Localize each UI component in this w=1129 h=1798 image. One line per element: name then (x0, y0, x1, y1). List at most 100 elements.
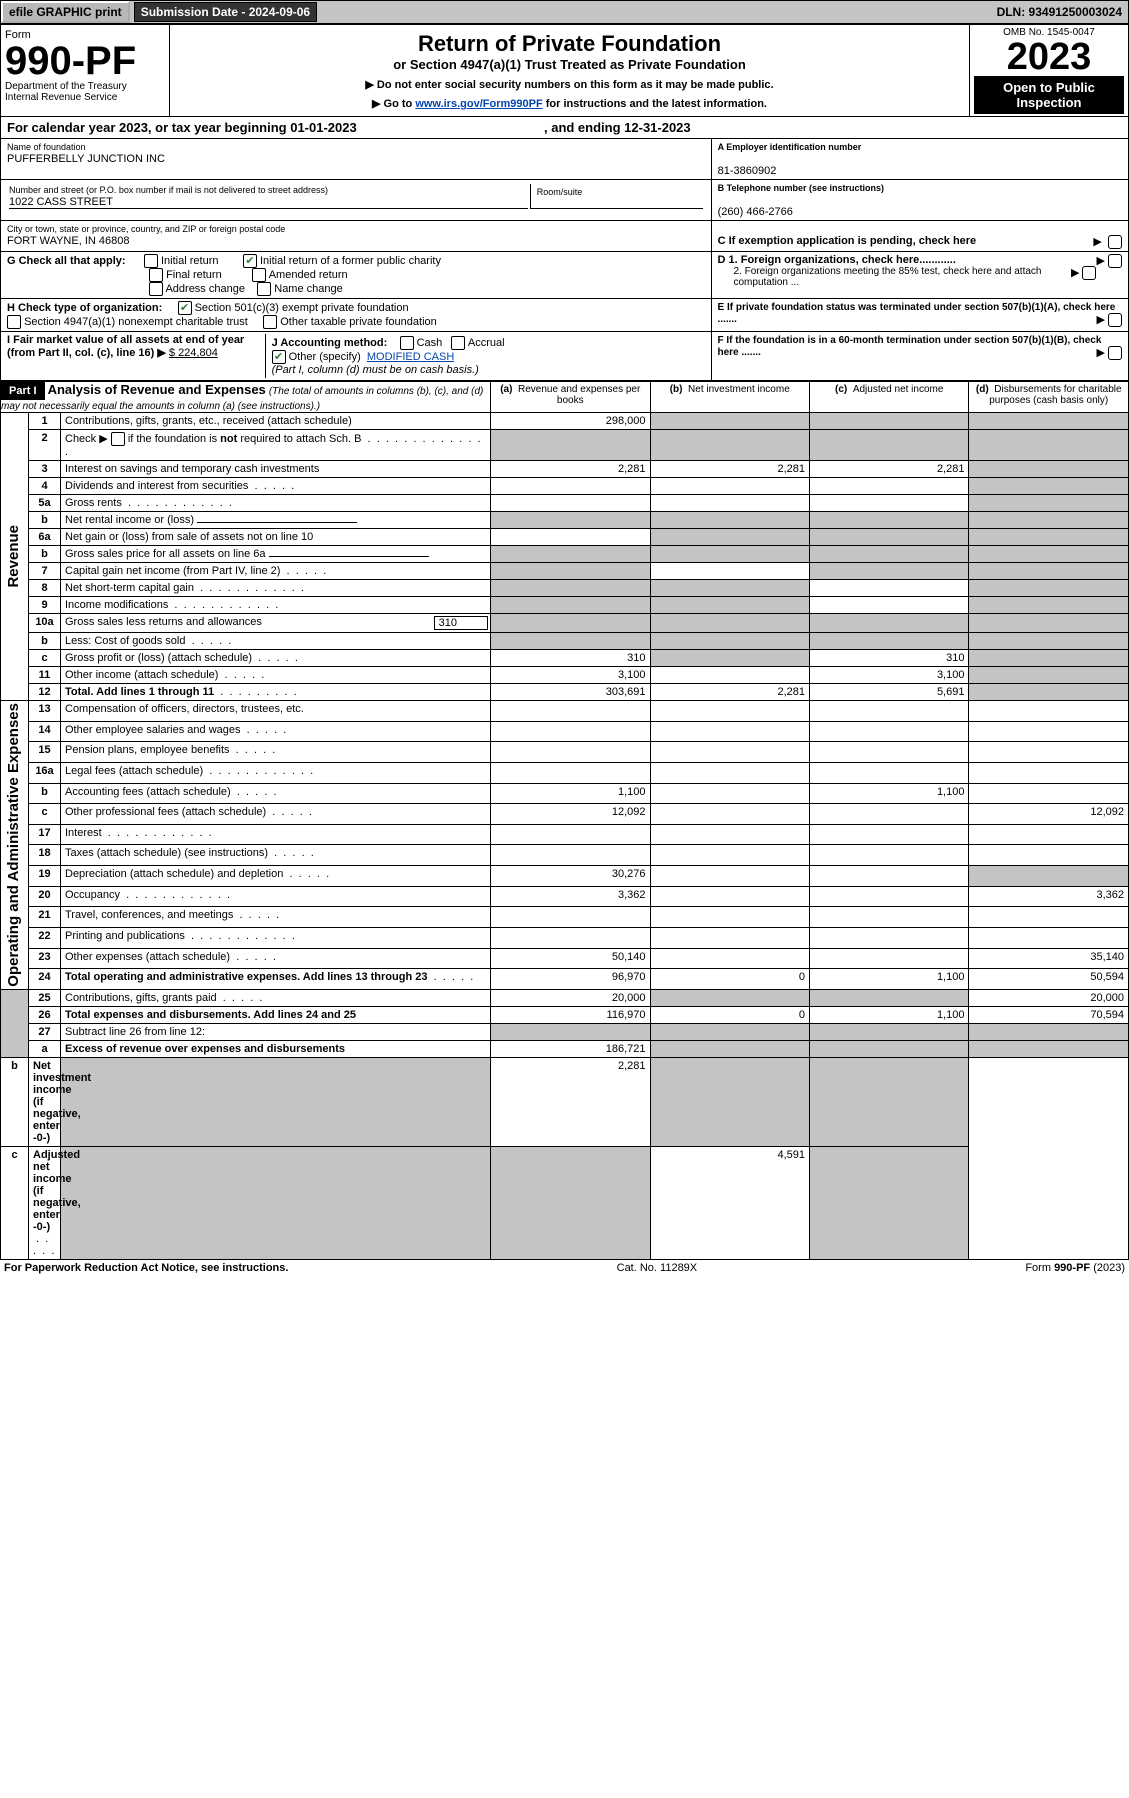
table-row: 22Printing and publications . . . . . . … (1, 927, 1129, 948)
table-row: bAccounting fees (attach schedule) . . .… (1, 783, 1129, 804)
amount-cell (650, 597, 809, 614)
amount-cell: 310 (809, 650, 968, 667)
table-row: 6aNet gain or (loss) from sale of assets… (1, 529, 1129, 546)
line-description: Travel, conferences, and meetings . . . … (61, 907, 491, 928)
g-label: G Check all that apply: (7, 255, 126, 267)
f-label: F If the foundation is in a 60-month ter… (718, 335, 1102, 358)
c-checkbox[interactable] (1108, 235, 1122, 249)
irs-link[interactable]: www.irs.gov/Form990PF (415, 98, 542, 110)
f-checkbox[interactable] (1108, 346, 1122, 360)
line-description: Other income (attach schedule) . . . . . (61, 667, 491, 684)
amount-cell (650, 948, 809, 969)
j-label: J Accounting method: (272, 337, 388, 349)
amount-cell (809, 804, 968, 825)
h-4947-label: Section 4947(a)(1) nonexempt charitable … (24, 316, 248, 328)
g-amended-checkbox[interactable] (252, 268, 266, 282)
amount-cell (969, 512, 1129, 529)
amount-cell (809, 845, 968, 866)
j-specify[interactable]: MODIFIED CASH (367, 351, 454, 363)
revenue-section-label: Revenue (1, 413, 29, 701)
amount-cell: 70,594 (969, 1006, 1129, 1023)
department: Department of the Treasury Internal Reve… (5, 81, 165, 103)
amount-cell (809, 948, 968, 969)
h-501c3-checkbox[interactable] (178, 301, 192, 315)
j-other-checkbox[interactable] (272, 350, 286, 364)
table-row: 7Capital gain net income (from Part IV, … (1, 563, 1129, 580)
amount-cell (650, 495, 809, 512)
g-final-checkbox[interactable] (149, 268, 163, 282)
amount-cell (969, 866, 1129, 887)
header-note-2: ▶ Go to www.irs.gov/Form990PF for instru… (180, 97, 959, 110)
efile-print-button[interactable]: efile GRAPHIC print (1, 1, 130, 23)
line-description: Net investment income (if negative, ente… (29, 1057, 61, 1146)
amount-cell (650, 763, 809, 784)
page-footer: For Paperwork Reduction Act Notice, see … (0, 1260, 1129, 1276)
amount-cell (650, 721, 809, 742)
amount-cell (650, 650, 809, 667)
g-initial-checkbox[interactable] (144, 254, 158, 268)
table-row: 12Total. Add lines 1 through 11 . . . . … (1, 684, 1129, 701)
h-4947-checkbox[interactable] (7, 315, 21, 329)
line-description: Income modifications . . . . . . . . . .… (61, 597, 491, 614)
amount-cell (650, 667, 809, 684)
addr-label: Number and street (or P.O. box number if… (9, 185, 328, 195)
e-checkbox[interactable] (1108, 313, 1122, 327)
amount-cell (809, 563, 968, 580)
j-cash-checkbox[interactable] (400, 336, 414, 350)
amount-cell (969, 478, 1129, 495)
amount-cell (809, 495, 968, 512)
line-description: Dividends and interest from securities .… (61, 478, 491, 495)
amount-cell: 3,362 (491, 886, 650, 907)
line-number: b (29, 783, 61, 804)
amount-cell (650, 413, 809, 430)
amount-cell: 30,276 (491, 866, 650, 887)
table-row: 16aLegal fees (attach schedule) . . . . … (1, 763, 1129, 784)
amount-cell: 4,591 (650, 1146, 809, 1259)
g-name-checkbox[interactable] (257, 282, 271, 296)
d2-checkbox[interactable] (1082, 266, 1096, 280)
amount-cell (491, 614, 650, 633)
amount-cell (809, 580, 968, 597)
amount-cell (809, 763, 968, 784)
j-accrual-checkbox[interactable] (451, 336, 465, 350)
amount-cell (491, 633, 650, 650)
line-number: b (29, 546, 61, 563)
table-row: bNet rental income or (loss) (1, 512, 1129, 529)
col-a: (a) (500, 384, 512, 395)
note2-pre: ▶ Go to (372, 98, 415, 110)
h-other-checkbox[interactable] (263, 315, 277, 329)
table-row: 8Net short-term capital gain . . . . . .… (1, 580, 1129, 597)
line-number: b (29, 633, 61, 650)
line-number: c (29, 804, 61, 825)
amount-cell: 2,281 (491, 1057, 650, 1146)
table-row: 3Interest on savings and temporary cash … (1, 461, 1129, 478)
amount-cell (650, 783, 809, 804)
table-row: 2Check ▶ if the foundation is not requir… (1, 430, 1129, 461)
amount-cell (809, 721, 968, 742)
foundation-name: PUFFERBELLY JUNCTION INC (7, 153, 165, 165)
d1-label: D 1. Foreign organizations, check here..… (718, 254, 956, 266)
table-row: 11Other income (attach schedule) . . . .… (1, 667, 1129, 684)
line-number: 9 (29, 597, 61, 614)
g-address-checkbox[interactable] (149, 282, 163, 296)
footer-right: Form 990-PF (2023) (1025, 1262, 1125, 1274)
line-number: 26 (29, 1006, 61, 1023)
j-cash-label: Cash (417, 337, 443, 349)
table-row: aExcess of revenue over expenses and dis… (1, 1040, 1129, 1057)
line-description: Net gain or (loss) from sale of assets n… (61, 529, 491, 546)
amount-cell (809, 430, 968, 461)
amount-cell (491, 927, 650, 948)
line-description: Check ▶ if the foundation is not require… (61, 430, 491, 461)
amount-cell (491, 597, 650, 614)
amount-cell (491, 1023, 650, 1040)
amount-cell (809, 886, 968, 907)
amount-cell (969, 597, 1129, 614)
amount-cell (650, 907, 809, 928)
g-initial-former-checkbox[interactable] (243, 254, 257, 268)
d1-checkbox[interactable] (1108, 254, 1122, 268)
col-c-label: Adjusted net income (853, 384, 944, 395)
col-a-label: Revenue and expenses per books (518, 384, 640, 406)
footer-left: For Paperwork Reduction Act Notice, see … (4, 1262, 288, 1274)
amount-cell (61, 1057, 491, 1146)
amount-cell (969, 907, 1129, 928)
